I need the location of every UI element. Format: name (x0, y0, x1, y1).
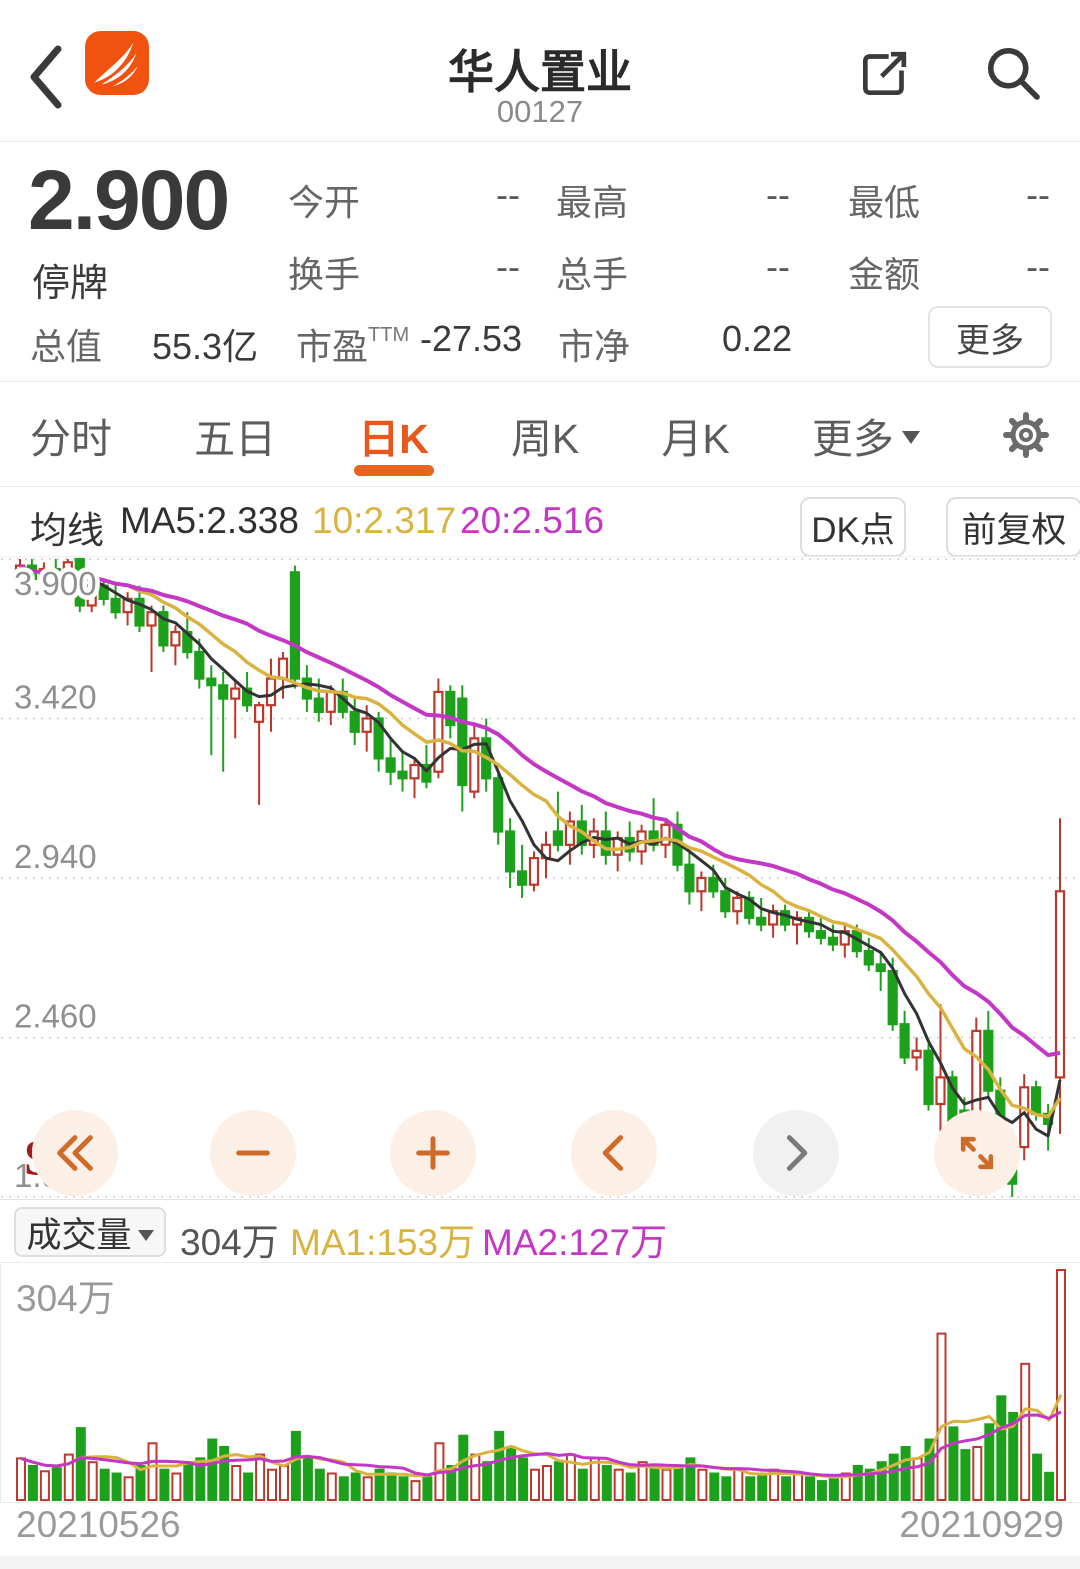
pe-value: -27.53 (420, 318, 523, 359)
share-external-icon (863, 51, 907, 95)
start-date-label: 20210526 (16, 1504, 181, 1545)
bottom-strip (0, 1556, 1080, 1569)
tab-weekly-k[interactable]: 周K (510, 415, 580, 462)
share-button[interactable] (856, 46, 912, 107)
caret-down-icon (901, 431, 920, 444)
app-logo[interactable] (84, 30, 150, 96)
tab-label: 更多 (811, 415, 894, 462)
ma-legend-title: 均线 (30, 510, 104, 551)
tab-daily-k[interactable]: 日K (353, 383, 434, 486)
chevron-right-small-icon (786, 1135, 808, 1171)
volume-ma2-legend: MA2:127万 (482, 1222, 668, 1263)
field-label: 最高 (556, 182, 629, 223)
stock-code: 00127 (496, 94, 584, 129)
field-value: -- (496, 246, 520, 287)
pe-label-text: 市盈 (296, 326, 369, 367)
svg-text:2.460: 2.460 (14, 998, 97, 1035)
chevron-left-icon (30, 45, 62, 109)
field-value: -- (1026, 174, 1050, 215)
expand-fullscreen-button[interactable] (934, 1110, 1020, 1196)
field-label: 金额 (848, 254, 921, 295)
caret-down-icon (137, 1229, 154, 1241)
adjust-mode-button[interactable]: 前复权 (946, 497, 1080, 557)
double-chevron-left-icon (57, 1135, 93, 1171)
tab-label: 日K (358, 415, 429, 462)
search-icon (987, 47, 1040, 100)
period-tabbar: 分时 五日 日K 周K 月K 更多 (0, 383, 1080, 486)
expand-arrows-icon (960, 1136, 994, 1170)
pan-left-button[interactable] (571, 1110, 657, 1196)
quote-field-volume: 总手 -- (556, 246, 790, 298)
pb-label: 市净 (558, 326, 631, 367)
zoom-out-button[interactable] (210, 1110, 296, 1196)
minus-icon (236, 1150, 270, 1156)
last-price: 2.900 (28, 153, 230, 247)
eastmoney-logo-icon (85, 31, 149, 95)
rewind-button[interactable] (32, 1110, 118, 1196)
field-label: 总手 (556, 254, 629, 295)
gear-icon (1002, 411, 1049, 458)
chart-settings-button[interactable] (1002, 383, 1050, 486)
tab-more[interactable]: 更多 (812, 383, 920, 486)
tab-monthly-k[interactable]: 月K (661, 415, 730, 462)
dk-point-button[interactable]: DK点 (800, 497, 906, 557)
zoom-in-button[interactable] (390, 1110, 476, 1196)
end-date-label: 20210929 (899, 1504, 1064, 1545)
back-button[interactable] (26, 44, 68, 115)
plus-icon (416, 1136, 450, 1170)
field-value: -- (766, 174, 790, 215)
quote-field-high: 最高 -- (556, 174, 790, 226)
chevron-left-small-icon (602, 1135, 624, 1171)
mktcap-label: 总值 (30, 326, 103, 367)
pb-value: 0.22 (722, 318, 793, 359)
volume-chart[interactable] (0, 1262, 1080, 1503)
field-value: -- (1026, 246, 1050, 287)
trading-status: 停牌 (32, 263, 109, 305)
pe-sup: TTM (368, 324, 410, 346)
active-tab-underline (353, 465, 434, 476)
field-label: 今开 (288, 182, 361, 223)
search-button[interactable] (982, 42, 1042, 107)
stock-title: 华人置业 (448, 46, 632, 98)
field-label: 最低 (848, 182, 921, 223)
volume-current-value: 304万 (180, 1222, 279, 1263)
more-quote-button[interactable]: 更多 (928, 306, 1052, 368)
field-label: 换手 (288, 254, 361, 295)
quote-field-turnover: 换手 -- (288, 246, 520, 298)
tab-fenshi[interactable]: 分时 (30, 415, 112, 462)
volume-svg[interactable] (1, 1263, 1080, 1502)
field-value: -- (496, 174, 520, 215)
quote-field-amount: 金额 -- (848, 246, 1050, 298)
volume-dropdown-label: 成交量 (26, 1215, 132, 1255)
quote-field-low: 最低 -- (848, 174, 1050, 226)
tab-wuri[interactable]: 五日 (194, 415, 277, 462)
ma20-legend: 20:2.516 (460, 500, 605, 541)
volume-ma1-legend: MA1:153万 (290, 1222, 476, 1263)
svg-text:3.420: 3.420 (14, 679, 97, 716)
pan-right-button[interactable] (753, 1110, 839, 1196)
ma10-legend: 10:2.317 (312, 500, 457, 541)
pe-label: 市盈TTM (296, 318, 409, 370)
quote-field-open: 今开 -- (288, 174, 520, 226)
svg-text:3.900: 3.900 (14, 565, 97, 602)
ma5-legend: MA5:2.338 (120, 500, 299, 541)
mktcap-value: 55.3亿 (152, 326, 259, 367)
volume-axis-max-label: 304万 (16, 1278, 115, 1319)
svg-text:2.940: 2.940 (14, 838, 97, 875)
volume-indicator-dropdown[interactable]: 成交量 (14, 1207, 166, 1257)
field-value: -- (766, 246, 790, 287)
